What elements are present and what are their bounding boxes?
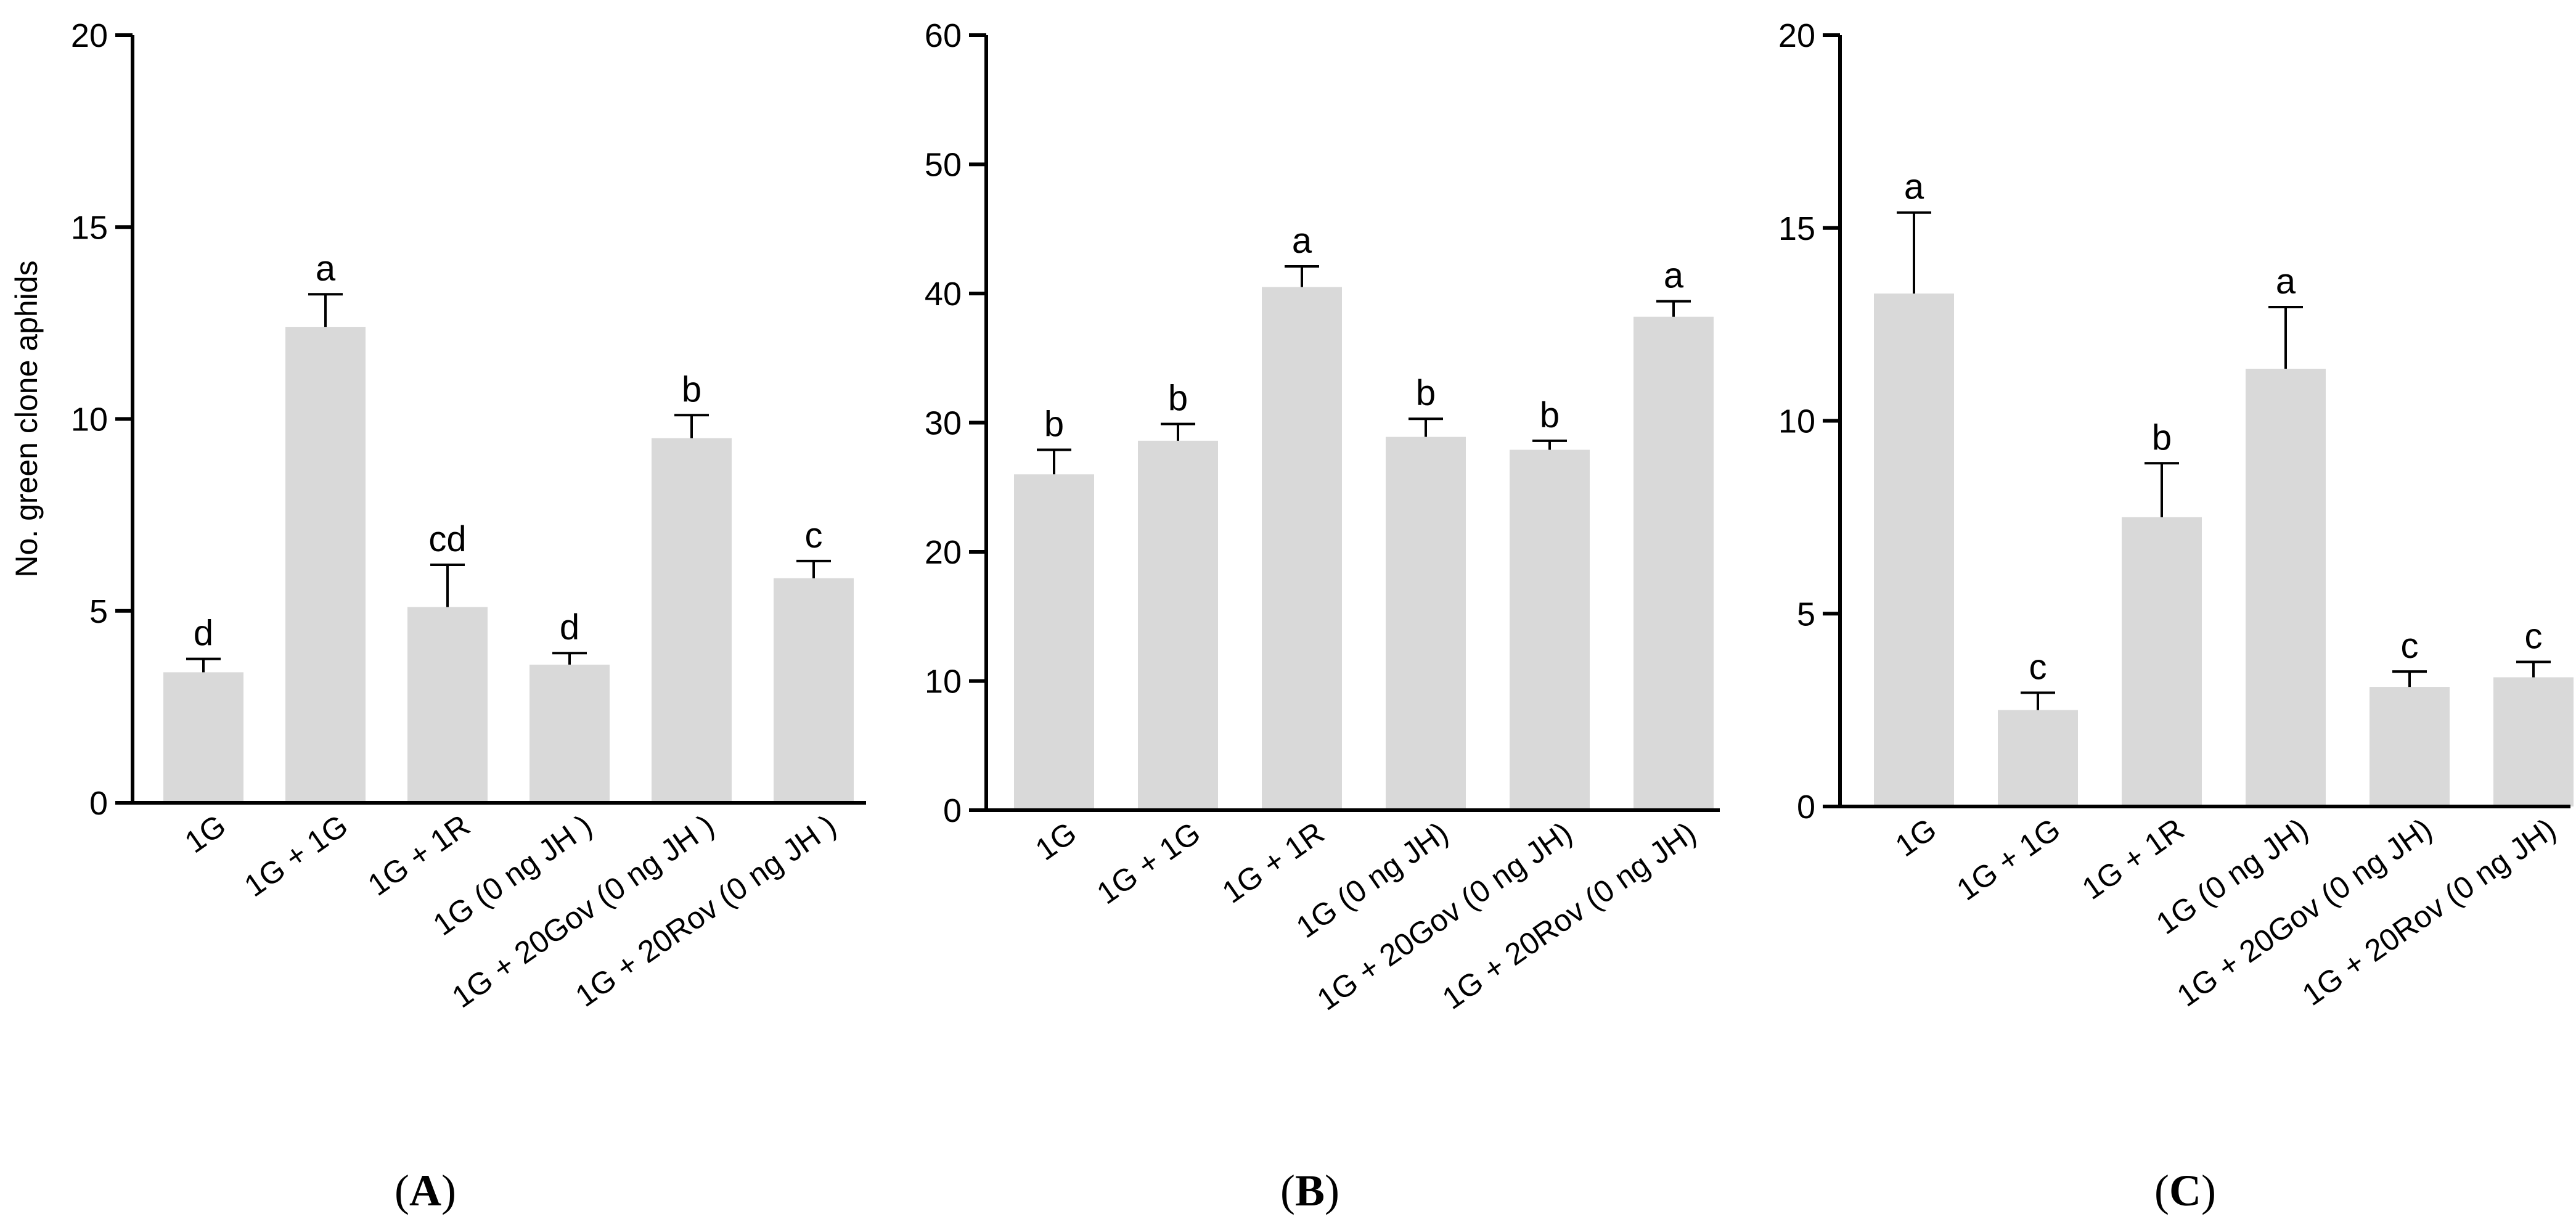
significance-label: d: [194, 614, 213, 654]
error-bar: [2145, 462, 2179, 517]
significance-label: a: [1292, 221, 1312, 261]
error-bar: [1656, 300, 1691, 317]
bar: [1138, 440, 1218, 810]
significance-label: b: [1540, 395, 1560, 435]
bar: [1634, 316, 1714, 810]
y-tick-label: 20: [925, 534, 962, 571]
y-tick-label: 10: [925, 663, 962, 700]
significance-label: a: [2276, 261, 2296, 302]
significance-label: c: [2401, 626, 2419, 666]
bar: [285, 327, 366, 803]
significance-label: b: [1416, 373, 1436, 413]
bar: [652, 438, 732, 803]
category-label: 1G: [179, 808, 232, 860]
bar: [1262, 287, 1342, 810]
significance-label: b: [1168, 379, 1188, 419]
bar: [1510, 449, 1590, 810]
bar: [163, 672, 243, 803]
bar: [530, 664, 610, 803]
error-bar: [430, 564, 465, 607]
panel-label: (A): [395, 1166, 456, 1215]
error-bar: [308, 293, 343, 327]
category-label: 1G: [1029, 815, 1083, 867]
error-bar: [2268, 305, 2303, 369]
significance-label: b: [682, 369, 701, 409]
significance-label: b: [2152, 417, 2172, 458]
bar: [1874, 293, 1954, 807]
y-axis-label: No. green clone aphids: [9, 260, 44, 577]
y-tick-label: 40: [925, 276, 962, 313]
bar: [407, 607, 488, 803]
y-tick-label: 10: [1778, 403, 1815, 440]
error-bar: [552, 652, 587, 665]
panel-label: (C): [2154, 1166, 2216, 1215]
significance-label: d: [560, 607, 579, 647]
panel-label: (B): [1280, 1166, 1339, 1215]
significance-label: a: [1664, 256, 1684, 296]
error-bar: [2516, 660, 2551, 678]
error-bar: [1037, 448, 1071, 475]
error-bar: [674, 414, 709, 438]
significance-label: b: [1044, 404, 1064, 444]
y-tick-label: 20: [1778, 17, 1815, 54]
y-tick-label: 50: [925, 147, 962, 184]
error-bar: [1285, 265, 1319, 287]
bar: [1998, 710, 2078, 806]
y-tick-label: 30: [925, 405, 962, 442]
significance-label: cd: [428, 519, 466, 559]
y-tick-label: 20: [71, 17, 108, 54]
significance-label: c: [2029, 647, 2047, 687]
bar: [1386, 437, 1466, 810]
bar: [1014, 474, 1094, 810]
category-label: 1G + 1R: [2076, 811, 2191, 906]
category-label: 1G + 1R: [1216, 815, 1331, 909]
error-bar: [796, 559, 831, 578]
y-tick-label: 5: [1797, 596, 1815, 633]
y-tick-label: 15: [1778, 210, 1815, 247]
y-tick-label: 15: [71, 209, 108, 246]
category-label: 1G: [1889, 811, 1943, 863]
error-bar: [186, 657, 221, 673]
axis-lines: [984, 35, 1720, 812]
error-bar: [1409, 417, 1443, 437]
y-tick-label: 60: [925, 17, 962, 54]
category-label: 1G + 1R: [362, 808, 476, 902]
bar: [2246, 369, 2326, 806]
category-label: 1G + 1G: [1090, 815, 1206, 911]
bar: [774, 578, 854, 803]
significance-label: c: [2525, 616, 2543, 656]
error-bar: [2392, 670, 2427, 687]
category-label: 1G + 1G: [1950, 811, 2066, 907]
significance-label: a: [316, 248, 336, 289]
error-bar: [1161, 422, 1195, 441]
bar: [2122, 517, 2202, 806]
significance-label: a: [1904, 167, 1924, 207]
error-bar: [1532, 439, 1567, 450]
error-bar: [2021, 691, 2055, 710]
y-tick-label: 0: [1797, 789, 1815, 826]
y-tick-label: 5: [89, 593, 108, 630]
error-bar: [1897, 211, 1931, 294]
bar: [2493, 677, 2574, 806]
bar: [2370, 687, 2450, 806]
y-tick-label: 0: [89, 785, 108, 822]
y-tick-label: 0: [943, 792, 962, 829]
y-tick-label: 10: [71, 401, 108, 438]
category-label: 1G + 1G: [238, 808, 354, 903]
significance-label: c: [805, 515, 823, 556]
